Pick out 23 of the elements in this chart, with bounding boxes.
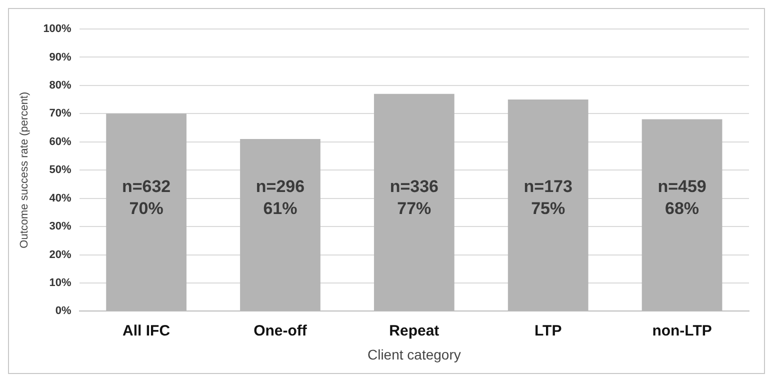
y-tick-label: 80%: [49, 79, 72, 92]
data-label: n=632 70%: [122, 177, 171, 218]
data-label: n=336 77%: [390, 177, 439, 218]
x-tick-label: non-LTP: [652, 322, 712, 340]
y-tick-label: 90%: [49, 51, 72, 64]
data-label: n=296 61%: [256, 177, 305, 218]
x-tick-label: Repeat: [389, 322, 440, 340]
x-tick-label: All IFC: [122, 322, 170, 340]
x-tick-label: One-off: [254, 322, 308, 340]
y-tick-label: 100%: [43, 23, 72, 36]
y-tick-label: 50%: [49, 164, 72, 176]
y-tick-label: 30%: [49, 220, 72, 233]
x-tick-label: LTP: [534, 322, 562, 340]
y-axis-title: Outcome success rate (percent): [18, 92, 31, 248]
y-tick-label: 10%: [49, 277, 72, 290]
y-tick-label: 40%: [49, 192, 72, 204]
data-label: n=173 75%: [524, 177, 572, 218]
data-label: n=459 68%: [658, 177, 706, 218]
y-tick-label: 70%: [49, 108, 72, 120]
x-axis-title: Client category: [367, 346, 461, 362]
y-tick-label: 0%: [55, 305, 72, 318]
y-tick-label: 20%: [49, 248, 72, 261]
y-tick-label: 60%: [49, 136, 72, 148]
